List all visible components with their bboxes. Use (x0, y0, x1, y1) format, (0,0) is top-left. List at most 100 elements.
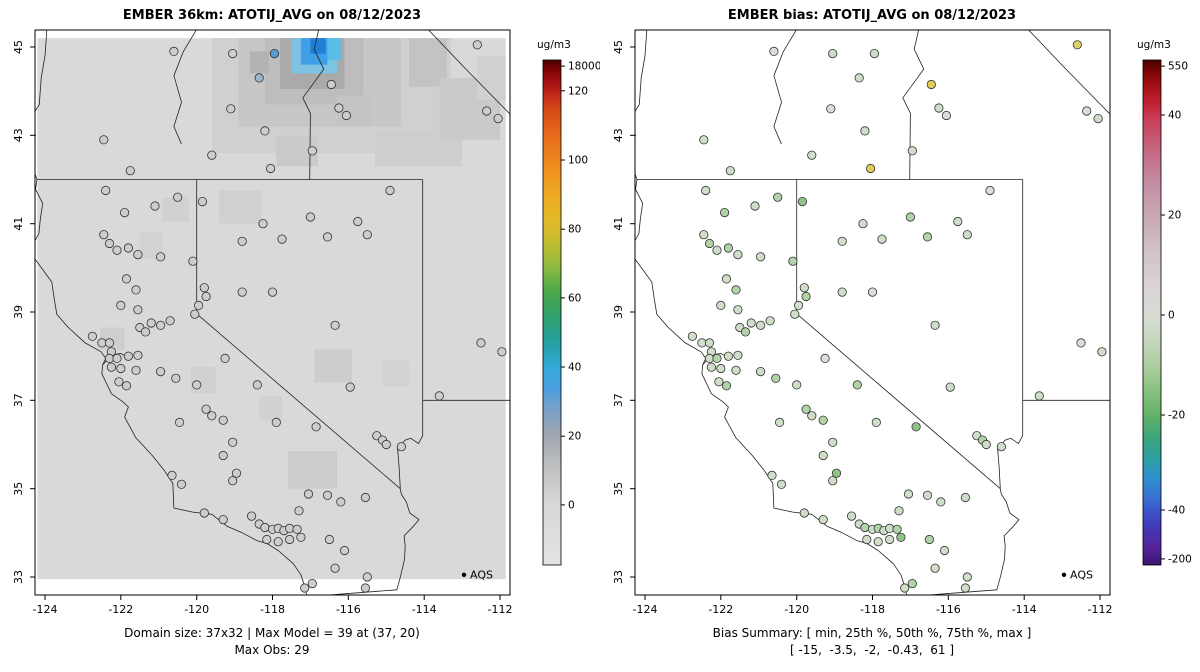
y-tick-label: 35 (612, 482, 625, 496)
station-point (133, 350, 143, 360)
station-point (199, 283, 209, 293)
station-point (706, 362, 717, 372)
colorbar (1142, 59, 1162, 566)
colorbar-tick-label: 80 (568, 224, 581, 236)
station-point (1082, 106, 1092, 116)
colorbar-tick-label: 60 (568, 292, 581, 304)
raster-cell (314, 349, 353, 383)
station-point (121, 381, 132, 391)
station-point (1076, 338, 1086, 348)
station-point (150, 201, 160, 211)
station-point (1093, 114, 1103, 124)
station-point (156, 252, 166, 262)
station-point (941, 110, 951, 121)
station-point (847, 511, 857, 521)
colorbar-tick-label: 120 (568, 85, 588, 97)
station-point (854, 73, 864, 83)
state-boundary (996, 488, 1020, 590)
station-point (353, 216, 363, 227)
station-point (701, 185, 711, 196)
station-point (924, 534, 934, 545)
state-boundary (196, 313, 401, 490)
station-point (896, 532, 906, 542)
station-point (362, 572, 372, 582)
station-point (296, 532, 306, 542)
station-point (740, 327, 751, 337)
station-point (712, 245, 722, 255)
station-point (756, 252, 766, 262)
station-point (87, 331, 98, 341)
colorbar-tick-label: -40 (1168, 505, 1185, 517)
station-point (345, 382, 355, 392)
station-point (207, 150, 217, 160)
station-point (801, 291, 811, 302)
station-point (985, 185, 995, 196)
station-point (339, 545, 350, 556)
colorbar-tick-label: 40 (1168, 110, 1181, 122)
station-point (903, 489, 914, 499)
station-point (936, 497, 946, 507)
colorbar-units-label: ug/m3 (1137, 39, 1171, 51)
station-point (699, 230, 709, 240)
station-point (1097, 347, 1107, 357)
station-point (714, 377, 724, 387)
station-point (258, 219, 268, 229)
model-map-svg: EMBER 36km: ATOTIJ_AVG on 08/12/2023 ug/… (12, 8, 600, 657)
station-point (867, 287, 878, 297)
station-point (892, 524, 902, 534)
raster-cell (382, 360, 409, 388)
bias-map-svg: EMBER bias: ATOTIJ_AVG on 08/12/2023 ug/… (612, 8, 1192, 657)
colorbar-tick-label: 20 (1168, 210, 1181, 222)
caption-line1: Domain size: 37x32 | Max Model = 39 at (… (124, 626, 420, 640)
station-point (434, 391, 444, 401)
state-boundary (924, 589, 997, 595)
station-point (756, 366, 766, 377)
colorbar-tick-label: 550 (1168, 61, 1188, 73)
station-point (218, 450, 228, 461)
station-point (106, 362, 117, 372)
raster-cell (259, 395, 282, 421)
station-point (873, 537, 883, 547)
station-point (934, 103, 944, 113)
station-point (169, 46, 179, 57)
state-boundary (396, 488, 420, 590)
station-point (330, 563, 340, 573)
station-point (907, 146, 917, 156)
x-tick-label: -114 (1012, 603, 1037, 616)
station-point (794, 300, 804, 310)
station-point (207, 411, 217, 421)
station-point (231, 468, 242, 478)
x-tick-label: -120 (184, 603, 209, 616)
raster-cell (287, 451, 337, 489)
station-point (265, 163, 276, 174)
station-point (820, 353, 830, 363)
raster-cell (310, 38, 326, 54)
station-point (381, 439, 391, 450)
station-point (712, 353, 722, 363)
station-point (192, 380, 202, 390)
station-point (828, 48, 838, 59)
station-point (799, 508, 809, 518)
state-boundary (796, 313, 1001, 490)
station-point (807, 150, 817, 160)
station-point (1034, 391, 1044, 401)
station-point (697, 338, 707, 348)
y-tick-label: 35 (12, 482, 25, 496)
x-tick-label: -112 (488, 603, 513, 616)
station-point (228, 48, 238, 59)
y-tick-label: 41 (12, 217, 25, 231)
station-point (112, 353, 122, 363)
y-tick-label: 37 (612, 393, 625, 407)
state-boundary (635, 179, 907, 595)
station-point (300, 583, 310, 593)
y-tick-label: 37 (12, 393, 25, 407)
station-point (260, 126, 270, 136)
station-point (228, 476, 238, 486)
raster-cell (327, 38, 341, 61)
station-point (869, 48, 879, 59)
station-point (254, 73, 264, 83)
y-tick-label: 43 (612, 128, 625, 142)
colorbar-tick-label: 0 (1168, 310, 1175, 322)
station-point (493, 114, 503, 124)
